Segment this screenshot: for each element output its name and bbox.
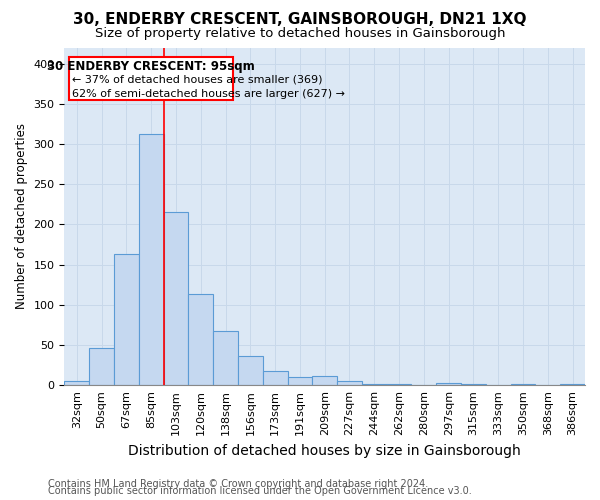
Text: 30 ENDERBY CRESCENT: 95sqm: 30 ENDERBY CRESCENT: 95sqm xyxy=(47,60,255,74)
Text: 30, ENDERBY CRESCENT, GAINSBOROUGH, DN21 1XQ: 30, ENDERBY CRESCENT, GAINSBOROUGH, DN21… xyxy=(73,12,527,28)
FancyBboxPatch shape xyxy=(70,57,233,100)
Bar xyxy=(560,384,585,385)
Bar xyxy=(287,377,313,385)
Bar xyxy=(511,384,535,385)
Bar xyxy=(386,384,412,385)
Bar xyxy=(164,212,188,385)
Bar xyxy=(337,381,362,385)
Bar xyxy=(238,356,263,385)
Text: ← 37% of detached houses are smaller (369): ← 37% of detached houses are smaller (36… xyxy=(72,74,322,84)
Bar xyxy=(313,376,337,385)
Bar xyxy=(114,254,139,385)
Text: Size of property relative to detached houses in Gainsborough: Size of property relative to detached ho… xyxy=(95,28,505,40)
Bar xyxy=(263,370,287,385)
Bar xyxy=(213,332,238,385)
X-axis label: Distribution of detached houses by size in Gainsborough: Distribution of detached houses by size … xyxy=(128,444,521,458)
Bar xyxy=(89,348,114,385)
Text: Contains public sector information licensed under the Open Government Licence v3: Contains public sector information licen… xyxy=(48,486,472,496)
Bar xyxy=(436,383,461,385)
Bar xyxy=(188,294,213,385)
Bar xyxy=(362,384,386,385)
Bar xyxy=(139,134,164,385)
Text: 62% of semi-detached houses are larger (627) →: 62% of semi-detached houses are larger (… xyxy=(72,88,345,99)
Y-axis label: Number of detached properties: Number of detached properties xyxy=(15,124,28,310)
Bar xyxy=(461,384,486,385)
Bar xyxy=(64,381,89,385)
Text: Contains HM Land Registry data © Crown copyright and database right 2024.: Contains HM Land Registry data © Crown c… xyxy=(48,479,428,489)
